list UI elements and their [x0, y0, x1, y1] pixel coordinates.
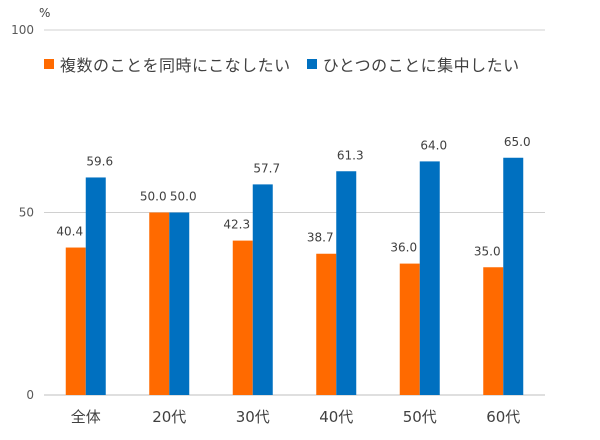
data-label-series2-5: 65.0	[504, 135, 531, 149]
legend-swatch-orange	[44, 59, 54, 69]
data-label-series2-0: 59.6	[86, 154, 113, 168]
gridlines	[44, 29, 545, 396]
legend-item-series-1: 複数のことを同時にこなしたい	[44, 52, 291, 76]
data-label-series2-3: 61.3	[337, 148, 364, 162]
legend-label-series-1: 複数のことを同時にこなしたい	[60, 56, 291, 75]
data-labels: 40.4 59.6 50.0 50.0 42.3 57.7 38.7 61.3 36.0 64.0…	[56, 135, 530, 259]
bars	[65, 157, 524, 395]
bar-series1-3	[316, 253, 337, 395]
x-tick-label-2: 30代	[236, 408, 270, 426]
x-tick-label-5: 60代	[486, 408, 520, 426]
legend-item-series-2: ひとつのことに集中したい	[306, 52, 520, 76]
bar-series2-4	[419, 161, 440, 395]
bar-series2-0	[85, 177, 106, 395]
data-label-series2-1: 50.0	[170, 190, 197, 204]
data-label-series1-4: 36.0	[390, 241, 417, 255]
data-label-series1-2: 42.3	[223, 218, 250, 232]
legend-label-series-2: ひとつのことに集中したい	[322, 56, 520, 75]
y-axis-tick-labels: 0 50 100	[11, 23, 34, 402]
x-tick-label-0: 全体	[71, 408, 101, 426]
data-label-series2-4: 64.0	[420, 138, 447, 152]
bar-series1-1	[149, 212, 170, 395]
data-label-series1-1: 50.0	[140, 190, 167, 204]
data-label-series1-3: 38.7	[307, 231, 334, 245]
bar-series1-4	[399, 263, 420, 395]
legend: 複数のことを同時にこなしたい ひとつのことに集中したい	[44, 52, 536, 76]
x-axis-tick-labels: 全体 20代 30代 40代 50代 60代	[71, 408, 521, 426]
x-tick-label-4: 50代	[403, 408, 437, 426]
bar-series2-3	[336, 171, 357, 395]
y-axis-unit-label: %	[39, 6, 51, 20]
bar-series2-2	[252, 184, 273, 395]
x-tick-label-1: 20代	[152, 408, 186, 426]
bar-series1-0	[65, 247, 86, 395]
data-label-series2-2: 57.7	[253, 161, 280, 175]
y-tick-label-100: 100	[11, 23, 34, 37]
data-label-series1-0: 40.4	[56, 225, 83, 239]
bar-series1-2	[232, 240, 253, 395]
y-tick-label-50: 50	[19, 206, 34, 220]
legend-swatch-blue	[306, 59, 317, 69]
y-tick-label-0: 0	[26, 388, 34, 402]
data-label-series1-5: 35.0	[474, 244, 501, 258]
bar-series2-1	[169, 212, 190, 395]
x-tick-label-3: 40代	[319, 408, 353, 426]
bar-series2-5	[503, 157, 524, 395]
bar-series1-5	[483, 267, 504, 395]
